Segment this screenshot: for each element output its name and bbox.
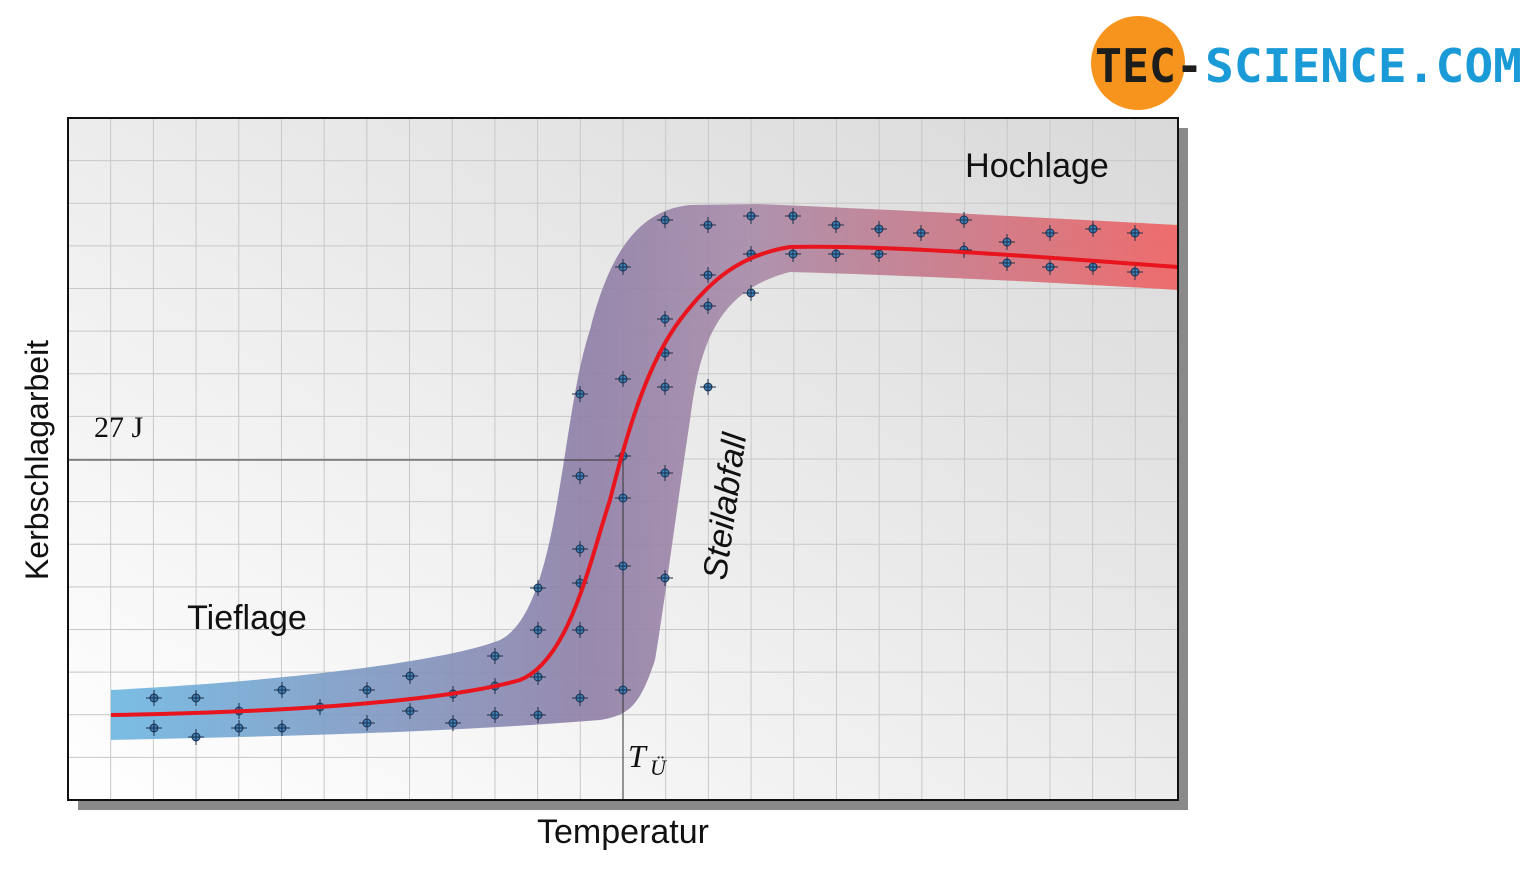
sample-crosshair (657, 570, 673, 586)
sample-crosshair (572, 622, 588, 638)
sample-crosshair (402, 703, 418, 719)
region-label: Hochlage (965, 147, 1109, 185)
transition-temperature: T (628, 738, 648, 774)
sample-crosshair (999, 255, 1015, 271)
scatter-band (111, 204, 1178, 740)
sample-crosshair (359, 682, 375, 698)
sample-crosshair (188, 729, 204, 745)
transition-temperature-subscript: Ü (650, 755, 668, 780)
sample-crosshair (913, 225, 929, 241)
sample-crosshair (274, 720, 290, 736)
y-axis-label: Kerbschlagarbeit (19, 340, 55, 580)
sample-crosshair (487, 648, 503, 664)
logo-text: SCIENCE.COM (1205, 39, 1522, 93)
transition-curve (110, 244, 1179, 717)
logo-circle (1091, 16, 1185, 110)
sample-crosshair (146, 690, 162, 706)
sample-crosshair (743, 208, 759, 224)
sample-crosshair (700, 298, 716, 314)
sample-crosshair (871, 221, 887, 237)
sample-crosshair (231, 720, 247, 736)
sample-crosshair (572, 386, 588, 402)
sample-crosshair (572, 468, 588, 484)
sample-crosshair (700, 217, 716, 233)
sample-crosshair (657, 465, 673, 481)
sample-crosshair (530, 707, 546, 723)
logo-text: TEC- (1095, 39, 1203, 93)
sample-crosshair (743, 285, 759, 301)
sample-crosshair (999, 234, 1015, 250)
sample-crosshair (785, 208, 801, 224)
sample-crosshair (657, 311, 673, 327)
sample-crosshair (530, 669, 546, 685)
sample-crosshair (188, 690, 204, 706)
sample-crosshair (445, 715, 461, 731)
sample-crosshair (700, 267, 716, 283)
sample-crosshair (615, 558, 631, 574)
sample-crosshair (615, 259, 631, 275)
sample-crosshair (1085, 221, 1101, 237)
sample-crosshair (274, 682, 290, 698)
sample-crosshair (615, 490, 631, 506)
sample-crosshair (1042, 225, 1058, 241)
sample-crosshair (146, 720, 162, 736)
sample-crosshair (402, 668, 418, 684)
sample-crosshair (1127, 225, 1143, 241)
region-label: Tieflage (187, 599, 307, 637)
sample-crosshair (615, 371, 631, 387)
sample-crosshair (615, 682, 631, 698)
sample-crosshair (657, 379, 673, 395)
sample-crosshair (530, 580, 546, 596)
x-axis-label: Temperatur (537, 813, 709, 851)
plot-frame (67, 117, 1179, 801)
sample-crosshair (359, 715, 375, 731)
sample-crosshair (572, 541, 588, 557)
sample-crosshair (1042, 259, 1058, 275)
sample-crosshair (828, 217, 844, 233)
sample-crosshair (1127, 264, 1143, 280)
sample-crosshair (956, 212, 972, 228)
reference-energy: 27 J (94, 411, 144, 444)
sample-crosshair (530, 622, 546, 638)
sample-crosshair (487, 707, 503, 723)
sample-crosshair (572, 690, 588, 706)
sample-crosshair (700, 379, 716, 395)
sample-crosshair (657, 212, 673, 228)
